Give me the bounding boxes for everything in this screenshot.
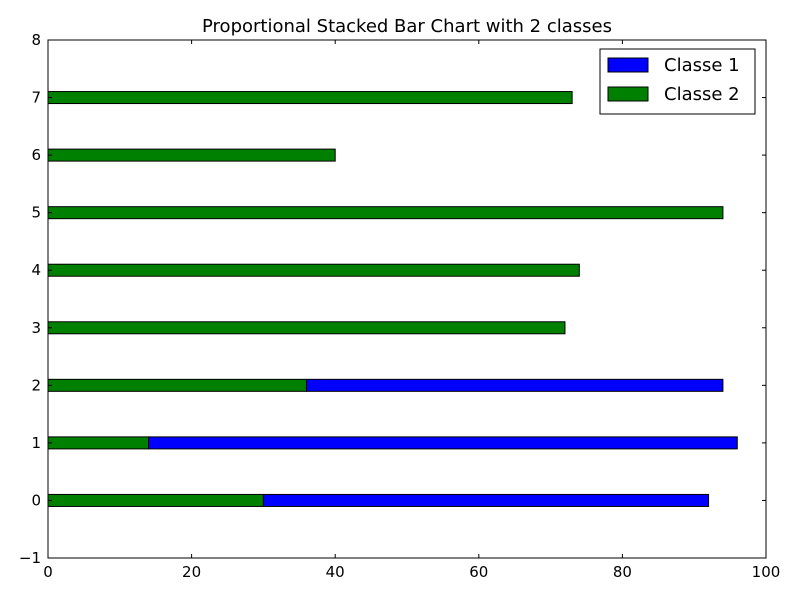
y-tick-label: 4 <box>31 261 41 279</box>
y-tick-label: 7 <box>31 89 41 107</box>
y-tick-label: −1 <box>19 549 41 567</box>
bar-classe-1-1 <box>148 436 738 450</box>
legend-swatch-classe-2 <box>607 86 649 102</box>
bar-classe-2-5 <box>47 206 724 220</box>
legend-swatch-classe-1 <box>607 57 649 73</box>
bar-classe-1-0 <box>262 493 710 507</box>
bar-classe-1-2 <box>305 378 724 392</box>
y-tick-label: 3 <box>31 319 41 337</box>
legend-label-classe-2: Classe 2 <box>664 84 740 105</box>
y-tick-label: 0 <box>31 491 41 509</box>
legend-label-classe-1: Classe 1 <box>664 55 740 76</box>
bar-classe-2-3 <box>47 321 566 335</box>
y-tick-label: 8 <box>31 31 41 49</box>
x-tick-label: 20 <box>182 563 201 581</box>
bar-classe-2-1 <box>47 436 150 450</box>
y-tick-label: 5 <box>31 204 41 222</box>
y-tick-label: 1 <box>31 434 41 452</box>
y-tick-label: 2 <box>31 376 41 394</box>
chart-title: Proportional Stacked Bar Chart with 2 cl… <box>202 16 612 37</box>
x-tick-label: 100 <box>752 563 781 581</box>
bar-classe-2-7 <box>47 91 573 105</box>
bar-classe-2-0 <box>47 493 264 507</box>
x-tick-label: 0 <box>43 563 53 581</box>
x-tick-label: 40 <box>326 563 345 581</box>
x-tick-label: 60 <box>469 563 488 581</box>
plot-frame <box>47 39 767 559</box>
legend: Classe 1 Classe 2 <box>599 48 756 115</box>
y-tick-label: 6 <box>31 146 41 164</box>
bar-classe-2-2 <box>47 378 307 392</box>
x-tick-label: 80 <box>613 563 632 581</box>
bar-classe-2-4 <box>47 263 580 277</box>
bar-classe-2-6 <box>47 148 336 162</box>
